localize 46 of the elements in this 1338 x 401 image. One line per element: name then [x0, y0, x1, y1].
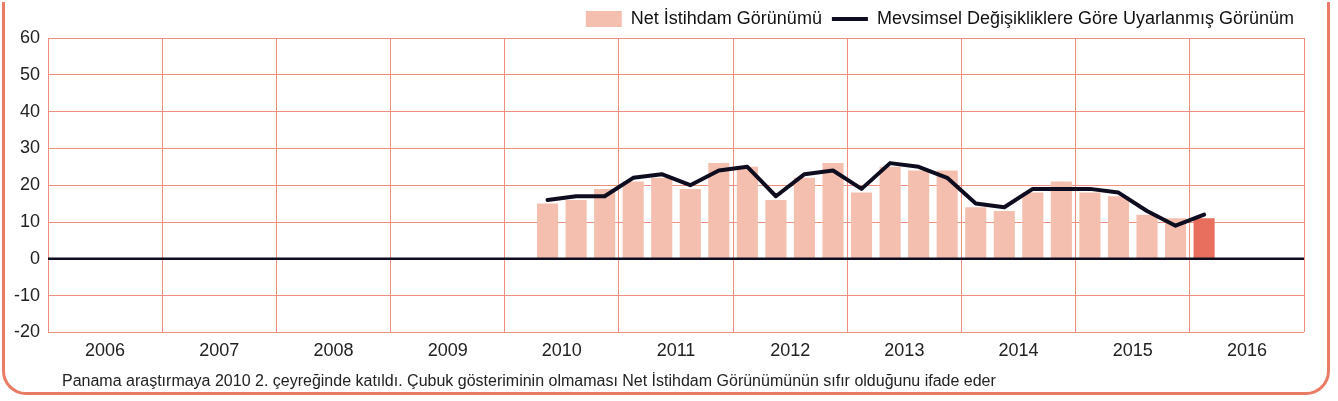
bar [651, 177, 673, 259]
y-tick-label: 40 [19, 100, 41, 121]
text: Panama araştırmaya 2010 2. çeyreğinde katıldı. Çubuk gösteriminin olmaması Net İstihdam Görünümünün sıfır olduğunu ifade eder [62, 372, 996, 390]
bar [965, 207, 987, 259]
bar [793, 177, 816, 259]
bar [1079, 192, 1101, 259]
bar [879, 166, 901, 259]
bar [908, 170, 930, 259]
bar [736, 166, 758, 259]
y-tick-label: 0 [30, 247, 41, 268]
y-tick-label: 50 [19, 63, 41, 84]
y-tick-label: 60 [19, 26, 41, 47]
bar [679, 188, 701, 259]
x-tick-label: 2006 [85, 340, 126, 361]
bar [993, 210, 1015, 259]
bar [936, 170, 958, 259]
bar [565, 199, 587, 259]
y-tick-label: 30 [19, 137, 41, 158]
x-tick-label: 2011 [656, 340, 696, 361]
x-tick-label: 2008 [313, 340, 354, 361]
legend-label: Mevsimsel Değişikliklere Göre Uyarlanmış Görünüm [876, 7, 1295, 28]
y-tick-label: -20 [14, 321, 41, 342]
x-tick-label: 2014 [998, 340, 1039, 361]
bar [622, 181, 644, 259]
x-tick-label: 2016 [1226, 340, 1267, 361]
bar [765, 199, 787, 259]
x-tick-label: 2013 [884, 340, 925, 361]
y-tick-label: -10 [14, 284, 41, 305]
x-tick-label: 2009 [427, 340, 468, 361]
bar [708, 163, 730, 259]
bar [536, 203, 559, 259]
legend-label: Net İstihdam Görünümü [630, 7, 822, 28]
bar [1136, 214, 1158, 259]
y-tick-label: 20 [19, 174, 41, 195]
y-tick-label: 10 [19, 210, 41, 231]
bar [850, 192, 873, 259]
bar [1193, 218, 1215, 259]
bar [822, 163, 844, 259]
bar [1022, 192, 1044, 259]
bar [1050, 181, 1072, 259]
x-tick-label: 2012 [770, 340, 811, 361]
bar [594, 188, 616, 259]
bar [1107, 196, 1130, 259]
x-tick-label: 2010 [541, 340, 582, 361]
x-tick-label: 2007 [199, 340, 240, 361]
x-tick-label: 2015 [1112, 340, 1153, 361]
